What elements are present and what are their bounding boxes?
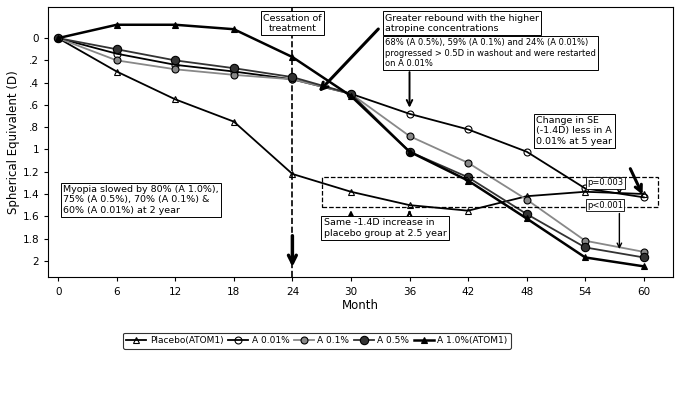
Line: A 0.1%: A 0.1% [54, 35, 647, 255]
A 0.5% [230, 66, 238, 71]
A 0.5% [581, 245, 590, 250]
Line: Placebo(ATOM1): Placebo(ATOM1) [54, 35, 647, 214]
A 0.1% [347, 91, 355, 96]
A 1.0%(ATOM1) [581, 255, 590, 260]
Y-axis label: Spherical Equivalent (D): Spherical Equivalent (D) [7, 70, 20, 214]
Text: p=0.003: p=0.003 [587, 178, 624, 187]
Placebo(ATOM1) [581, 189, 590, 194]
Placebo(ATOM1) [288, 171, 296, 176]
Placebo(ATOM1) [640, 191, 648, 196]
Text: p<0.001: p<0.001 [587, 201, 623, 210]
A 1.0%(ATOM1) [347, 94, 355, 99]
A 1.0%(ATOM1) [405, 149, 413, 154]
A 1.0%(ATOM1) [522, 216, 530, 221]
A 1.0%(ATOM1) [288, 54, 296, 59]
A 0.1% [464, 160, 472, 165]
A 0.5% [347, 91, 355, 96]
A 0.01% [405, 111, 413, 116]
Placebo(ATOM1) [54, 36, 62, 40]
Text: 68% (A 0.5%), 59% (A 0.1%) and 24% (A 0.01%)
progressed > 0.5D in washout and we: 68% (A 0.5%), 59% (A 0.1%) and 24% (A 0.… [385, 38, 596, 68]
X-axis label: Month: Month [342, 299, 379, 312]
A 0.5% [522, 211, 530, 216]
A 0.1% [581, 238, 590, 243]
A 0.5% [640, 255, 648, 260]
A 0.5% [288, 74, 296, 79]
A 0.1% [405, 134, 413, 139]
A 0.01% [113, 51, 121, 56]
A 0.5% [54, 36, 62, 40]
Placebo(ATOM1) [230, 119, 238, 124]
A 0.1% [113, 58, 121, 63]
A 1.0%(ATOM1) [54, 36, 62, 40]
Line: A 1.0%(ATOM1): A 1.0%(ATOM1) [54, 21, 647, 270]
A 0.1% [54, 36, 62, 40]
A 0.1% [522, 197, 530, 202]
Text: Change in SE
(-1.4D) less in A
0.01% at 5 year: Change in SE (-1.4D) less in A 0.01% at … [537, 116, 613, 146]
Placebo(ATOM1) [522, 194, 530, 199]
Text: Greater rebound with the higher
atropine concentrations: Greater rebound with the higher atropine… [385, 13, 539, 33]
A 0.5% [113, 47, 121, 52]
A 0.01% [581, 186, 590, 191]
A 0.01% [288, 77, 296, 82]
Placebo(ATOM1) [113, 69, 121, 74]
A 0.5% [405, 149, 413, 154]
A 0.01% [522, 149, 530, 154]
Bar [322, 177, 658, 207]
A 0.5% [464, 175, 472, 180]
A 0.1% [640, 249, 648, 254]
Line: A 0.01%: A 0.01% [54, 35, 647, 201]
A 1.0%(ATOM1) [640, 264, 648, 269]
A 0.01% [54, 36, 62, 40]
Placebo(ATOM1) [464, 208, 472, 213]
A 0.1% [171, 67, 180, 72]
Placebo(ATOM1) [347, 189, 355, 194]
Placebo(ATOM1) [171, 97, 180, 102]
A 1.0%(ATOM1) [230, 27, 238, 31]
A 0.1% [288, 77, 296, 82]
A 0.01% [230, 69, 238, 74]
A 0.1% [230, 72, 238, 77]
Placebo(ATOM1) [405, 203, 413, 208]
A 0.01% [171, 63, 180, 67]
A 1.0%(ATOM1) [113, 22, 121, 27]
A 1.0%(ATOM1) [464, 178, 472, 183]
A 1.0%(ATOM1) [171, 22, 180, 27]
Line: A 0.5%: A 0.5% [54, 34, 648, 262]
Text: Same -1.4D increase in
placebo group at 2.5 year: Same -1.4D increase in placebo group at … [324, 218, 447, 238]
A 0.01% [464, 127, 472, 132]
Text: Myopia slowed by 80% (A 1.0%),
75% (A 0.5%), 70% (A 0.1%) &
60% (A 0.01%) at 2 y: Myopia slowed by 80% (A 1.0%), 75% (A 0.… [63, 185, 219, 215]
A 0.01% [640, 195, 648, 200]
Text: Cessation of
treatment: Cessation of treatment [263, 13, 322, 33]
Legend: Placebo(ATOM1), A 0.01%, A 0.1%, A 0.5%, A 1.0%(ATOM1): Placebo(ATOM1), A 0.01%, A 0.1%, A 0.5%,… [123, 333, 511, 349]
A 0.5% [171, 58, 180, 63]
A 0.01% [347, 91, 355, 96]
